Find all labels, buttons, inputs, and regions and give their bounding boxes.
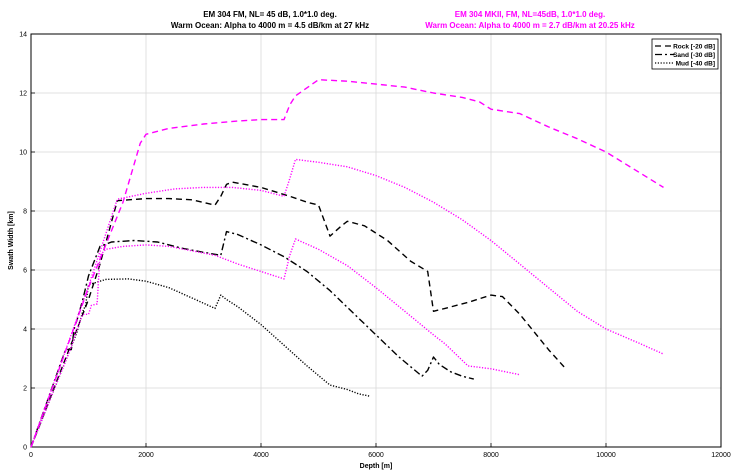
series-line-5 <box>30 158 664 448</box>
series-line-1 <box>30 181 567 448</box>
x-tick-label: 12000 <box>711 452 731 459</box>
y-tick-label: 4 <box>23 327 27 334</box>
y-axis-label: Swath Width [km] <box>8 211 15 270</box>
y-tick-label: 14 <box>19 32 27 39</box>
legend-box <box>651 38 719 70</box>
chart-title-magenta-line2: Warm Ocean: Alpha to 4000 m = 2.7 dB/km … <box>425 21 635 30</box>
series-line-3 <box>30 278 371 448</box>
legend: Rock [-20 dB]Sand [-30 dB] Mud [-40 dB] <box>651 38 719 70</box>
x-tick-label: 0 <box>29 452 33 459</box>
chart-title-magenta: EM 304 MKII, FM, NL=45dB, 1.0*1.0 deg. W… <box>390 9 670 31</box>
series-line-4 <box>30 78 664 448</box>
x-tick-label: 4000 <box>253 452 269 459</box>
y-tick-label: 0 <box>23 445 27 452</box>
y-tick-label: 10 <box>19 150 27 157</box>
x-tick-label: 2000 <box>138 452 154 459</box>
x-axis-label: Depth [m] <box>360 463 393 470</box>
series-line-2 <box>30 230 474 448</box>
y-tick-label: 2 <box>23 386 27 393</box>
chart-title-black: EM 304 FM, NL= 45 dB, 1.0*1.0 deg. Warm … <box>150 9 390 31</box>
x-tick-label: 8000 <box>483 452 499 459</box>
chart-title-black-line2: Warm Ocean: Alpha to 4000 m = 4.5 dB/km … <box>170 21 370 30</box>
y-tick-label: 6 <box>23 268 27 275</box>
x-tick-label: 10000 <box>596 452 616 459</box>
chart-title-black-line1: EM 304 FM, NL= 45 dB, 1.0*1.0 deg. <box>203 10 337 19</box>
legend-label: Sand [-30 dB] <box>673 52 715 59</box>
x-tick-label: 6000 <box>368 452 384 459</box>
chart-title-magenta-line1: EM 304 MKII, FM, NL=45dB, 1.0*1.0 deg. <box>454 10 606 19</box>
legend-label: Rock [-20 dB] <box>673 44 715 51</box>
y-tick-label: 8 <box>23 209 27 216</box>
legend-label: Mud [-40 dB] <box>676 61 715 68</box>
y-tick-label: 12 <box>19 91 27 98</box>
